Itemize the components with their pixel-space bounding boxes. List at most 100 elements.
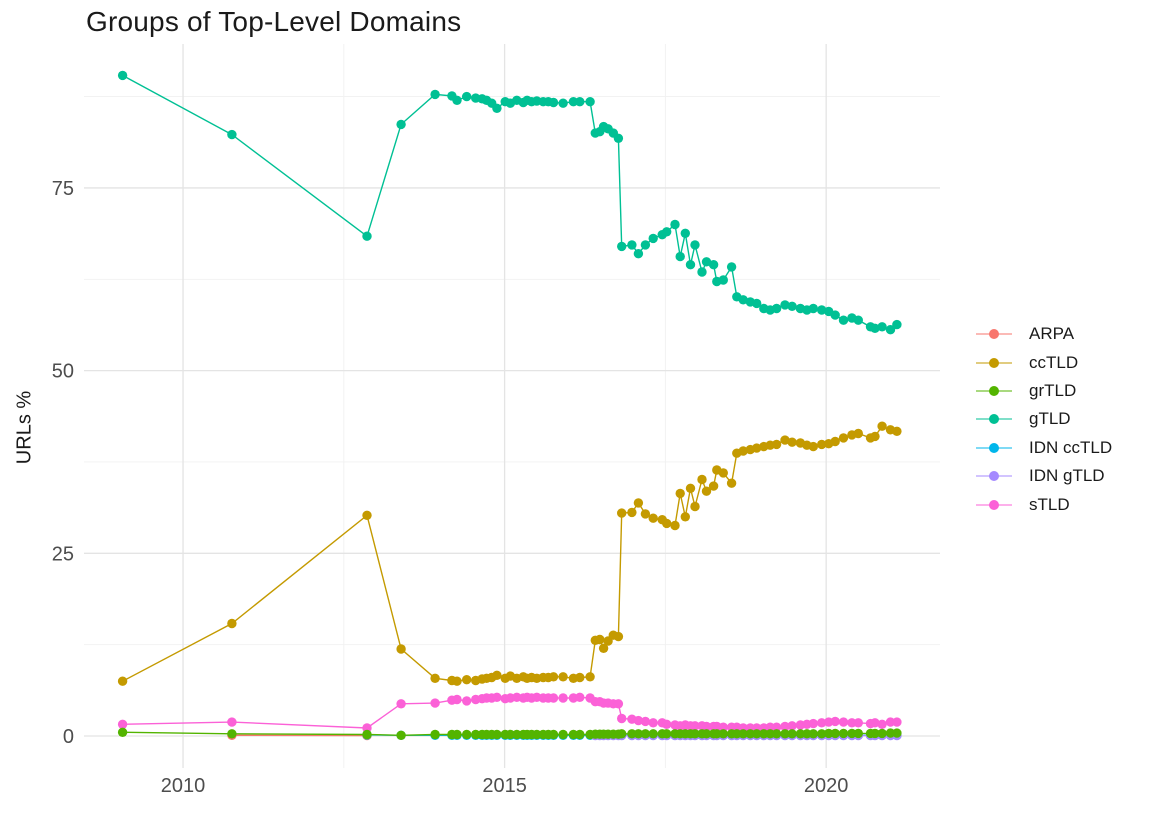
legend-label-stld: sTLD bbox=[1029, 494, 1070, 514]
data-point bbox=[633, 249, 644, 259]
data-point bbox=[362, 723, 372, 733]
data-point bbox=[787, 301, 797, 311]
data-point bbox=[670, 219, 680, 230]
legend-key-idn-gtld bbox=[976, 470, 1012, 482]
data-point bbox=[771, 722, 782, 732]
legend-key-dot bbox=[989, 414, 999, 425]
data-point bbox=[877, 322, 887, 332]
data-point bbox=[598, 643, 609, 653]
data-point bbox=[838, 728, 849, 739]
y-axis-title: URLs % bbox=[13, 390, 36, 465]
x-tick-label: 2015 bbox=[482, 775, 527, 797]
data-point bbox=[697, 267, 707, 277]
data-point bbox=[627, 507, 637, 518]
data-point bbox=[117, 719, 128, 729]
data-point bbox=[362, 510, 372, 520]
legend-item-stld: sTLD bbox=[976, 490, 1112, 518]
legend-label-gtld: gTLD bbox=[1029, 409, 1071, 429]
data-point bbox=[701, 729, 712, 739]
data-point bbox=[780, 721, 790, 732]
series-stld bbox=[117, 692, 902, 733]
legend-key-gtld bbox=[976, 413, 1012, 425]
data-point bbox=[575, 97, 585, 107]
major-gridlines bbox=[84, 44, 940, 768]
data-point bbox=[680, 228, 690, 238]
data-point bbox=[227, 729, 237, 739]
data-point bbox=[817, 439, 827, 450]
legend-item-grtld: grTLD bbox=[976, 377, 1112, 405]
data-point bbox=[462, 91, 472, 102]
data-point bbox=[640, 509, 651, 519]
chart-title: Groups of Top-Level Domains bbox=[86, 6, 462, 37]
data-point bbox=[808, 441, 818, 452]
data-point bbox=[726, 262, 737, 272]
data-point bbox=[648, 513, 658, 523]
data-point bbox=[613, 699, 624, 709]
data-point bbox=[726, 478, 737, 488]
data-point bbox=[633, 729, 644, 739]
data-point bbox=[780, 300, 790, 310]
series-grtld bbox=[117, 727, 902, 740]
data-point bbox=[870, 431, 880, 442]
y-tick-label: 25 bbox=[52, 543, 74, 565]
data-point bbox=[877, 719, 887, 729]
data-point bbox=[558, 693, 568, 703]
data-point bbox=[640, 716, 651, 727]
data-point bbox=[892, 717, 902, 727]
data-point bbox=[787, 729, 797, 739]
data-point bbox=[558, 729, 568, 740]
data-point bbox=[771, 439, 782, 450]
data-point bbox=[808, 303, 818, 314]
data-point bbox=[548, 693, 559, 703]
series-arpa bbox=[227, 730, 372, 741]
data-point bbox=[633, 498, 644, 508]
data-point bbox=[892, 319, 902, 330]
data-point bbox=[613, 133, 624, 143]
legend-label-cctld: ccTLD bbox=[1029, 352, 1079, 372]
legend-key-stld bbox=[976, 499, 1012, 511]
data-point bbox=[558, 672, 568, 682]
data-point bbox=[548, 672, 559, 682]
legend-key-idn-cctld bbox=[976, 442, 1012, 454]
data-point bbox=[685, 260, 696, 270]
data-point bbox=[853, 315, 863, 325]
data-point bbox=[492, 729, 502, 740]
series-gtld bbox=[117, 70, 902, 335]
data-point bbox=[780, 435, 790, 445]
legend-label-grtld: grTLD bbox=[1029, 380, 1077, 400]
data-point bbox=[690, 729, 700, 739]
data-point bbox=[877, 728, 887, 739]
data-point bbox=[396, 699, 406, 709]
data-point bbox=[892, 426, 902, 436]
data-point bbox=[752, 729, 762, 739]
data-point bbox=[830, 436, 840, 447]
data-point bbox=[617, 713, 627, 724]
axis-tick-labels: 0 25 50 75 2010 2015 2020 bbox=[52, 178, 849, 797]
data-point bbox=[870, 728, 880, 739]
data-point bbox=[838, 433, 849, 443]
data-point bbox=[452, 676, 462, 686]
data-point bbox=[817, 718, 827, 728]
data-point bbox=[808, 718, 818, 729]
data-point bbox=[701, 257, 712, 267]
data-point bbox=[575, 692, 585, 702]
legend-key-dot bbox=[989, 442, 999, 453]
data-point bbox=[718, 468, 728, 478]
data-point bbox=[462, 675, 472, 685]
data-point bbox=[452, 729, 462, 740]
legend-key-cctld bbox=[976, 357, 1012, 369]
data-point bbox=[227, 618, 237, 629]
legend-key-dot bbox=[989, 499, 999, 510]
data-point bbox=[558, 98, 568, 108]
data-point bbox=[648, 233, 658, 244]
y-tick-label: 0 bbox=[63, 726, 74, 748]
data-point bbox=[808, 729, 818, 739]
legend-label-idn-cctld: IDN ccTLD bbox=[1029, 437, 1113, 457]
data-point bbox=[738, 729, 748, 739]
data-point bbox=[430, 89, 440, 100]
data-point bbox=[817, 729, 827, 739]
data-point bbox=[430, 673, 440, 683]
data-point bbox=[853, 428, 863, 439]
data-point bbox=[870, 323, 880, 333]
